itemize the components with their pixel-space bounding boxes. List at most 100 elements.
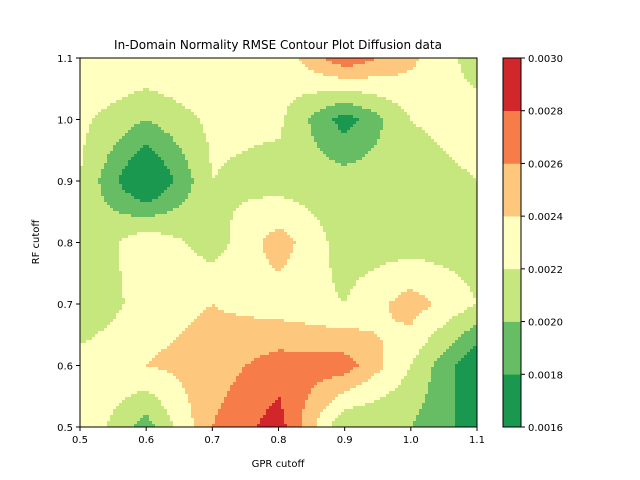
contour-cell xyxy=(146,70,150,74)
contour-cell xyxy=(344,82,348,86)
contour-cell xyxy=(221,82,225,86)
contour-cell xyxy=(101,139,105,143)
contour-cell xyxy=(428,73,432,77)
contour-cell xyxy=(221,70,225,74)
contour-cell xyxy=(278,109,282,113)
contour-cell xyxy=(287,85,291,89)
contour-cell xyxy=(428,151,432,155)
contour-cell xyxy=(269,88,273,92)
contour-cell xyxy=(107,67,111,71)
contour-cell xyxy=(359,97,363,101)
contour-cell xyxy=(437,154,441,158)
contour-cell xyxy=(446,73,450,77)
contour-cell xyxy=(221,160,225,164)
contour-cell xyxy=(152,97,156,101)
contour-cell xyxy=(131,148,135,152)
contour-cell xyxy=(185,115,189,119)
contour-cell xyxy=(164,67,168,71)
contour-cell xyxy=(92,61,96,65)
contour-cell xyxy=(308,79,312,83)
contour-cell xyxy=(95,79,99,83)
contour-cell xyxy=(224,82,228,86)
contour-cell xyxy=(419,85,423,89)
contour-cell xyxy=(443,97,447,101)
contour-cell xyxy=(146,157,150,161)
contour-cell xyxy=(341,106,345,110)
contour-cell xyxy=(116,109,120,113)
contour-cell xyxy=(236,118,240,122)
contour-cell xyxy=(236,82,240,86)
contour-cell xyxy=(395,67,399,71)
contour-cell xyxy=(464,85,468,89)
contour-cell xyxy=(248,79,252,83)
contour-cell xyxy=(389,139,393,143)
contour-cell xyxy=(239,118,243,122)
contour-cell xyxy=(407,127,411,131)
contour-cell xyxy=(338,64,342,68)
contour-cell xyxy=(380,82,384,86)
contour-cell xyxy=(119,91,123,95)
contour-cell xyxy=(413,64,417,68)
contour-cell xyxy=(83,124,87,128)
contour-cell xyxy=(119,76,123,80)
contour-cell xyxy=(92,148,96,152)
contour-cell xyxy=(335,82,339,86)
contour-cell xyxy=(248,148,252,152)
contour-cell xyxy=(401,154,405,158)
contour-cell xyxy=(464,151,468,155)
contour-cell xyxy=(341,136,345,140)
contour-cell xyxy=(89,148,93,152)
contour-cell xyxy=(221,169,225,173)
contour-cell xyxy=(383,133,387,137)
contour-cell xyxy=(155,61,159,65)
contour-cell xyxy=(410,64,414,68)
contour-cell xyxy=(392,82,396,86)
contour-cell xyxy=(254,106,258,110)
contour-cell xyxy=(416,58,420,62)
contour-cell xyxy=(401,124,405,128)
contour-cell xyxy=(200,67,204,71)
contour-cell xyxy=(290,70,294,74)
contour-cell xyxy=(275,67,279,71)
contour-cell xyxy=(293,148,297,152)
contour-cell xyxy=(347,100,351,104)
contour-cell xyxy=(467,157,471,161)
contour-cell xyxy=(197,130,201,134)
contour-cell xyxy=(347,109,351,113)
contour-cell xyxy=(413,124,417,128)
contour-cell xyxy=(464,106,468,110)
contour-cell xyxy=(257,115,261,119)
contour-cell xyxy=(173,136,177,140)
contour-cell xyxy=(317,145,321,149)
contour-cell xyxy=(380,124,384,128)
contour-cell xyxy=(155,112,159,116)
contour-cell xyxy=(341,124,345,128)
contour-cell xyxy=(431,151,435,155)
contour-cell xyxy=(305,64,309,68)
contour-cell xyxy=(146,130,150,134)
contour-cell xyxy=(440,94,444,98)
contour-cell xyxy=(158,115,162,119)
contour-cell xyxy=(296,103,300,107)
contour-cell xyxy=(371,154,375,158)
contour-cell xyxy=(392,139,396,143)
contour-cell xyxy=(413,94,417,98)
contour-cell xyxy=(440,121,444,125)
contour-cell xyxy=(134,106,138,110)
contour-cell xyxy=(266,139,270,143)
contour-cell xyxy=(164,58,168,62)
contour-cell xyxy=(155,127,159,131)
contour-cell xyxy=(422,166,426,170)
contour-cell xyxy=(296,118,300,122)
contour-cell xyxy=(335,112,339,116)
contour-cell xyxy=(470,106,474,110)
contour-cell xyxy=(386,166,390,170)
contour-cell xyxy=(464,118,468,122)
contour-cell xyxy=(308,151,312,155)
contour-cell xyxy=(428,127,432,131)
contour-cell xyxy=(392,166,396,170)
contour-cell xyxy=(296,100,300,104)
contour-cell xyxy=(455,124,459,128)
contour-cell xyxy=(314,58,318,62)
contour-cell xyxy=(395,58,399,62)
